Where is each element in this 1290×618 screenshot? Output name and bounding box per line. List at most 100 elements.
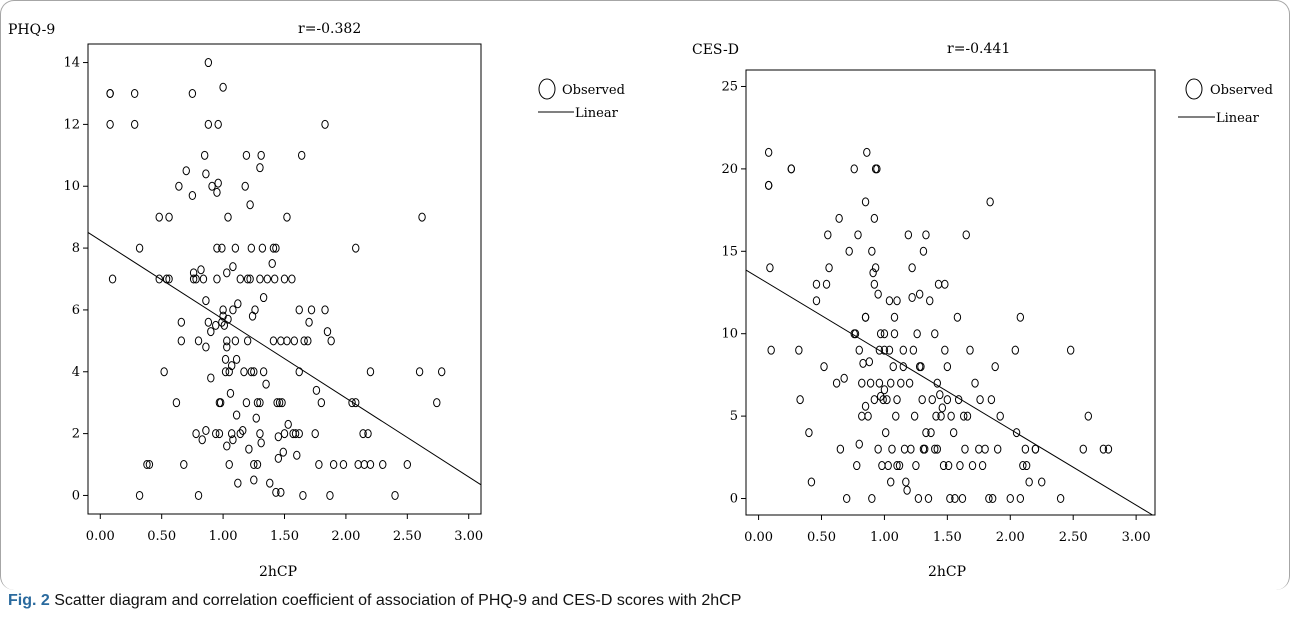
x-tick-label: 2.50 — [1059, 530, 1088, 545]
x-tick-label: 2.00 — [331, 529, 360, 544]
data-point-cesd — [947, 411, 955, 421]
data-point-cesd — [962, 230, 970, 240]
data-point-phq9 — [257, 438, 265, 448]
data-point-cesd — [1084, 411, 1093, 421]
data-point-phq9 — [317, 398, 326, 408]
data-point-cesd — [971, 378, 979, 388]
data-point-cesd — [915, 289, 924, 299]
data-point-phq9 — [259, 367, 268, 377]
axis-ticks-phq9: 0.00 0.50 1.00 1.50 2.00 2.50 3.00 0 2 4 6 8 10 12 14 — [63, 56, 483, 544]
data-point-phq9 — [274, 432, 283, 442]
data-point-cesd — [1016, 494, 1025, 504]
data-point-phq9 — [229, 305, 237, 315]
data-point-phq9 — [200, 150, 209, 160]
data-point-cesd — [1079, 444, 1087, 454]
data-point-cesd — [912, 461, 920, 471]
data-point-cesd — [863, 147, 871, 157]
x-tick-label: 1.00 — [209, 529, 238, 544]
data-point-cesd — [874, 289, 882, 299]
data-point-cesd — [902, 477, 910, 487]
data-point-phq9 — [208, 181, 216, 191]
data-point-phq9 — [284, 419, 292, 429]
data-point-cesd — [919, 246, 928, 256]
data-point-phq9 — [204, 119, 213, 129]
data-point-phq9 — [212, 320, 220, 330]
data-point-phq9 — [277, 487, 285, 497]
data-point-cesd — [855, 345, 863, 355]
data-point-cesd — [918, 395, 926, 405]
data-point-cesd — [936, 390, 944, 400]
y-tick-label: 10 — [721, 327, 738, 342]
data-point-phq9 — [391, 490, 399, 500]
data-point-cesd — [890, 329, 899, 339]
data-point-phq9 — [221, 367, 230, 377]
data-point-phq9 — [256, 163, 264, 173]
plot-area-cesd — [745, 69, 1156, 516]
y-tick-label: 2 — [72, 427, 80, 442]
data-point-phq9 — [283, 212, 291, 222]
data-point-cesd — [922, 428, 930, 438]
data-point-phq9 — [245, 444, 253, 454]
y-tick-label: 5 — [730, 409, 738, 424]
data-point-phq9 — [212, 429, 220, 439]
data-point-phq9 — [175, 181, 183, 191]
data-point-cesd — [993, 444, 1002, 454]
data-point-phq9 — [231, 243, 240, 253]
data-point-cesd — [875, 345, 884, 355]
data-point-phq9 — [327, 336, 335, 346]
data-point-cesd — [981, 444, 989, 454]
data-point-phq9 — [257, 150, 265, 160]
data-point-phq9 — [239, 426, 247, 436]
x-tick-label: 0.00 — [744, 530, 773, 545]
data-point-phq9 — [438, 367, 446, 377]
data-point-phq9 — [218, 243, 226, 253]
data-point-cesd — [858, 411, 866, 421]
data-point-cesd — [968, 461, 977, 471]
data-point-cesd — [864, 411, 872, 421]
data-point-cesd — [941, 345, 949, 355]
data-point-phq9 — [339, 460, 348, 470]
data-point-phq9 — [266, 478, 274, 488]
data-point-phq9 — [243, 274, 252, 284]
correlation-annotation-cesd: r=-0.441 — [947, 41, 1010, 57]
data-point-cesd — [876, 391, 885, 401]
data-point-cesd — [924, 494, 933, 504]
data-point-phq9 — [182, 166, 190, 176]
data-point-cesd — [868, 246, 876, 256]
data-point-cesd — [883, 395, 891, 405]
y-tick-label: 0 — [730, 492, 738, 507]
data-point-cesd — [892, 411, 900, 421]
data-point-phq9 — [275, 398, 284, 408]
data-point-cesd — [812, 296, 821, 306]
data-point-phq9 — [207, 373, 215, 383]
data-point-phq9 — [352, 243, 360, 253]
data-point-cesd — [850, 164, 858, 174]
data-point-phq9 — [283, 336, 291, 346]
data-point-phq9 — [359, 429, 367, 439]
data-point-phq9 — [227, 361, 236, 371]
data-point-phq9 — [321, 119, 329, 129]
data-point-phq9 — [326, 490, 334, 500]
data-point-phq9 — [155, 212, 163, 222]
data-point-phq9 — [202, 342, 210, 352]
data-point-cesd — [961, 444, 969, 454]
legend-observed-marker — [1185, 78, 1203, 100]
data-point-cesd — [910, 411, 919, 421]
data-point-cesd — [1031, 444, 1040, 454]
data-point-phq9 — [290, 336, 299, 346]
data-point-cesd — [880, 329, 889, 339]
data-point-phq9 — [236, 429, 244, 439]
data-point-cesd — [835, 213, 843, 223]
data-point-phq9 — [248, 311, 257, 321]
data-point-phq9 — [229, 262, 237, 272]
data-point-phq9 — [364, 429, 372, 439]
data-point-phq9 — [243, 336, 252, 346]
axis-ticks-cesd: 0.00 0.50 1.00 1.50 2.00 2.50 3.00 0 5 10 15 20 25 — [721, 79, 1150, 545]
data-point-phq9 — [256, 429, 264, 439]
data-point-phq9 — [311, 429, 319, 439]
data-point-phq9 — [329, 460, 338, 470]
data-point-phq9 — [288, 274, 296, 284]
data-point-cesd — [885, 345, 894, 355]
plot-area-phq9 — [87, 43, 482, 515]
fit-line-cesd — [745, 269, 1153, 516]
